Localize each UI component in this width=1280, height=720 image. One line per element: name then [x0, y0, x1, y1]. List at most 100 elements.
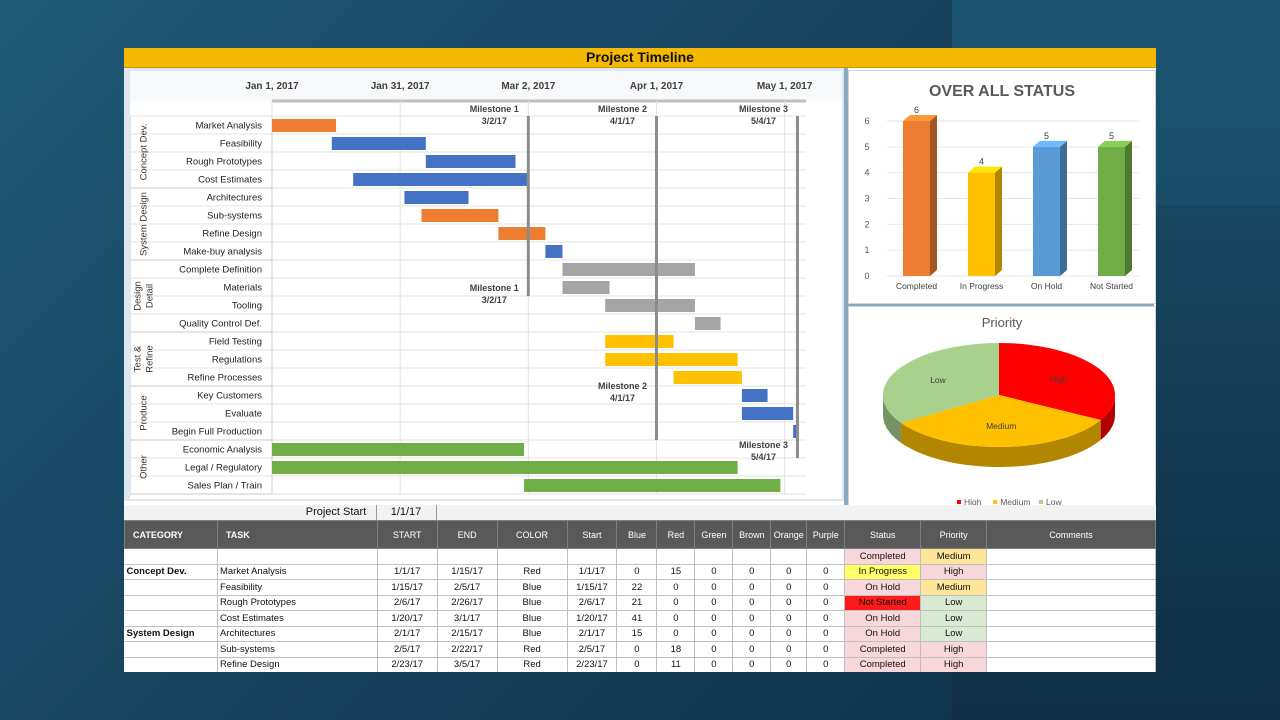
table-cell[interactable]	[216, 548, 378, 565]
start-cell[interactable]: 1/20/17	[376, 610, 438, 627]
column-header[interactable]: CATEGORY	[124, 520, 218, 549]
task-cell[interactable]: Market Analysis	[216, 563, 378, 580]
table-cell[interactable]	[694, 548, 734, 565]
task-cell[interactable]: Sub-systems	[216, 641, 378, 658]
table-cell[interactable]: 0	[770, 579, 808, 596]
color-cell[interactable]: Blue	[496, 625, 568, 642]
comments-cell[interactable]	[986, 579, 1156, 596]
table-cell[interactable]: 0	[806, 563, 846, 580]
table-cell[interactable]: 0	[806, 656, 846, 672]
table-cell[interactable]	[566, 548, 618, 565]
end-cell[interactable]: 2/26/17	[436, 594, 498, 611]
table-cell[interactable]: 22	[616, 579, 658, 596]
comments-cell[interactable]	[986, 656, 1156, 672]
start-cell[interactable]: 2/1/17	[376, 625, 438, 642]
table-cell[interactable]: 0	[806, 579, 846, 596]
category-cell[interactable]: System Design	[124, 625, 218, 642]
project-start-value[interactable]: 1/1/17	[376, 505, 437, 520]
task-cell[interactable]: Rough Prototypes	[216, 594, 378, 611]
priority-cell[interactable]: High	[920, 641, 988, 658]
column-header[interactable]: END	[436, 520, 498, 549]
end-cell[interactable]: 2/5/17	[436, 579, 498, 596]
column-header[interactable]: Brown	[732, 520, 772, 549]
table-cell[interactable]: 0	[732, 579, 772, 596]
table-cell[interactable]: 0	[616, 656, 658, 672]
end-cell[interactable]: 2/22/17	[436, 641, 498, 658]
start-cell[interactable]: 1/20/17	[566, 610, 618, 627]
priority-cell[interactable]: High	[920, 656, 988, 672]
status-cell[interactable]: On Hold	[844, 610, 922, 627]
category-cell[interactable]	[124, 641, 218, 658]
color-cell[interactable]: Red	[496, 563, 568, 580]
table-cell[interactable]: 0	[770, 625, 808, 642]
color-cell[interactable]: Blue	[496, 579, 568, 596]
column-header[interactable]: Blue	[616, 520, 658, 549]
table-cell[interactable]: 0	[694, 594, 734, 611]
table-cell[interactable]: 0	[694, 656, 734, 672]
table-cell[interactable]: 0	[732, 625, 772, 642]
priority-cell[interactable]: High	[920, 563, 988, 580]
comments-cell[interactable]	[986, 641, 1156, 658]
table-cell[interactable]: 0	[694, 563, 734, 580]
priority-cell[interactable]: Low	[920, 594, 988, 611]
end-cell[interactable]: 2/15/17	[436, 625, 498, 642]
table-cell[interactable]: 11	[656, 656, 696, 672]
table-cell[interactable]	[376, 548, 438, 565]
start-cell[interactable]: 2/6/17	[376, 594, 438, 611]
column-header[interactable]: Status	[844, 520, 922, 549]
status-cell[interactable]: Not Started	[844, 594, 922, 611]
table-cell[interactable]: 0	[694, 625, 734, 642]
table-cell[interactable]: 0	[656, 610, 696, 627]
status-cell[interactable]: Completed	[844, 548, 922, 565]
table-cell[interactable]: 0	[656, 625, 696, 642]
table-cell[interactable]	[616, 548, 658, 565]
category-cell[interactable]	[124, 656, 218, 672]
color-cell[interactable]: Blue	[496, 594, 568, 611]
color-cell[interactable]: Red	[496, 656, 568, 672]
table-cell[interactable]	[436, 548, 498, 565]
table-cell[interactable]: 0	[770, 563, 808, 580]
end-cell[interactable]: 3/1/17	[436, 610, 498, 627]
table-cell[interactable]: 0	[806, 641, 846, 658]
task-cell[interactable]: Refine Design	[216, 656, 378, 672]
table-cell[interactable]: 0	[616, 641, 658, 658]
column-header[interactable]: START	[376, 520, 438, 549]
table-cell[interactable]	[806, 548, 846, 565]
start-cell[interactable]: 2/5/17	[376, 641, 438, 658]
table-cell[interactable]	[496, 548, 568, 565]
table-cell[interactable]: 0	[694, 610, 734, 627]
column-header[interactable]: Comments	[986, 520, 1156, 549]
comments-cell[interactable]	[986, 563, 1156, 580]
table-cell[interactable]: 0	[732, 656, 772, 672]
table-cell[interactable]: 15	[616, 625, 658, 642]
column-header[interactable]: Red	[656, 520, 696, 549]
color-cell[interactable]: Blue	[496, 610, 568, 627]
column-header[interactable]: Orange	[770, 520, 808, 549]
column-header[interactable]: Purple	[806, 520, 846, 549]
table-cell[interactable]: 0	[616, 563, 658, 580]
table-cell[interactable]: 0	[694, 579, 734, 596]
start-cell[interactable]: 1/15/17	[376, 579, 438, 596]
comments-cell[interactable]	[986, 594, 1156, 611]
table-cell[interactable]: 41	[616, 610, 658, 627]
table-cell[interactable]: 0	[656, 594, 696, 611]
table-cell[interactable]: 0	[732, 594, 772, 611]
table-cell[interactable]	[656, 548, 696, 565]
column-header[interactable]: Start	[566, 520, 618, 549]
table-cell[interactable]: 0	[656, 579, 696, 596]
start-cell[interactable]: 2/23/17	[376, 656, 438, 672]
table-cell[interactable]: 0	[806, 610, 846, 627]
start-cell[interactable]: 2/1/17	[566, 625, 618, 642]
priority-cell[interactable]: Medium	[920, 579, 988, 596]
category-cell[interactable]: Concept Dev.	[124, 563, 218, 580]
status-cell[interactable]: On Hold	[844, 625, 922, 642]
start-cell[interactable]: 2/23/17	[566, 656, 618, 672]
table-cell[interactable]: 0	[770, 656, 808, 672]
task-cell[interactable]: Cost Estimates	[216, 610, 378, 627]
color-cell[interactable]: Red	[496, 641, 568, 658]
table-cell[interactable]: 0	[732, 641, 772, 658]
end-cell[interactable]: 3/5/17	[436, 656, 498, 672]
status-cell[interactable]: On Hold	[844, 579, 922, 596]
category-cell[interactable]	[124, 594, 218, 611]
column-header[interactable]: COLOR	[496, 520, 568, 549]
